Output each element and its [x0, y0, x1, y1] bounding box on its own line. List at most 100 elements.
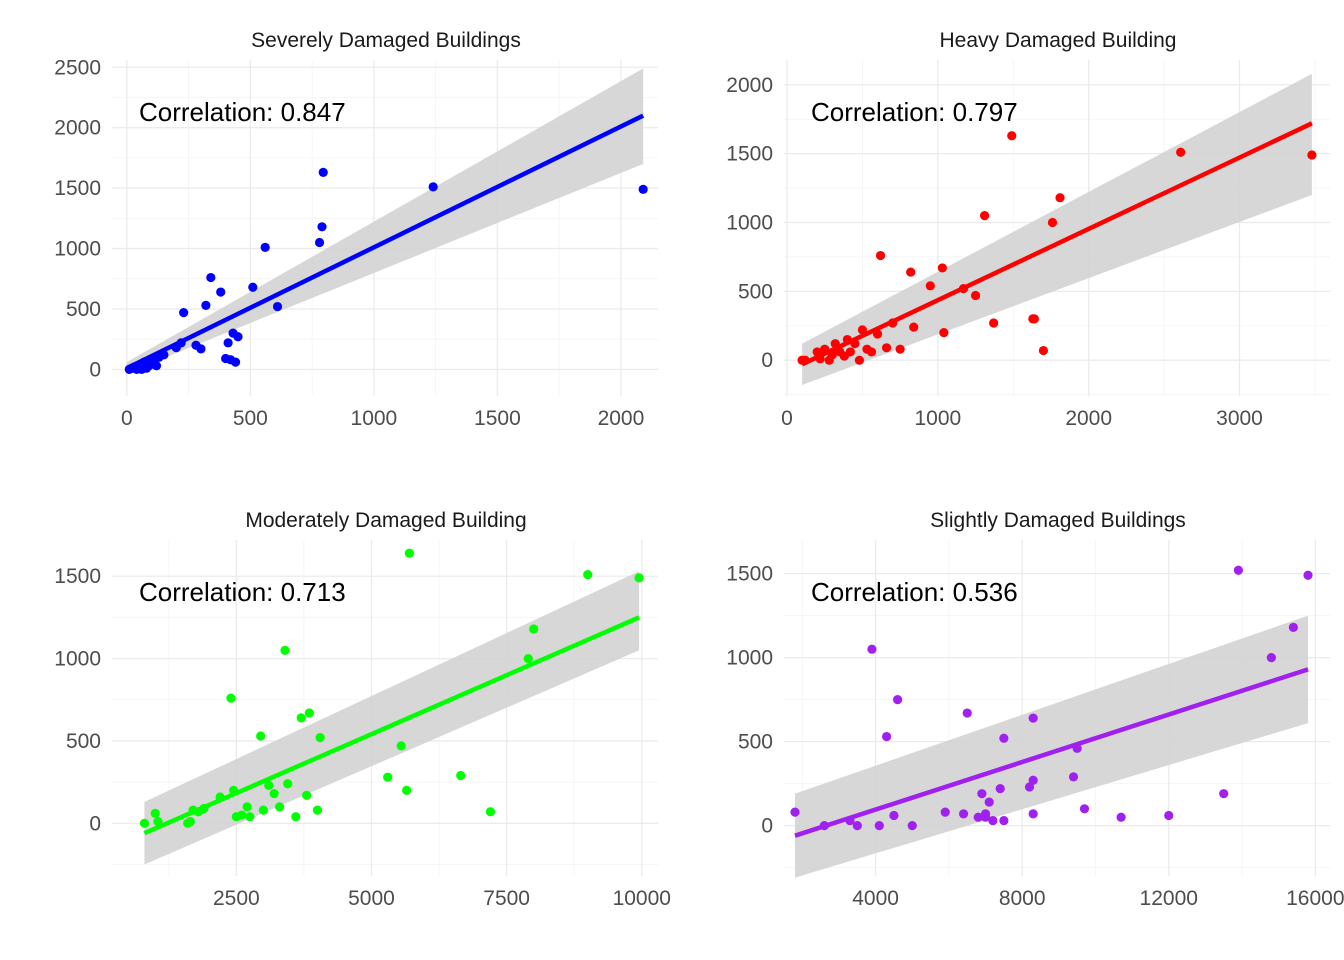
data-point	[291, 812, 301, 822]
data-point	[980, 211, 990, 221]
x-tick-label: 2000	[598, 407, 645, 430]
data-point	[383, 772, 393, 782]
data-point	[875, 250, 886, 261]
data-point	[223, 338, 233, 348]
x-tick-label: 0	[121, 407, 133, 430]
x-tick-label: 1500	[474, 407, 521, 430]
confidence-band	[144, 571, 640, 865]
regression-line	[801, 121, 1313, 367]
data-point	[318, 167, 328, 178]
data-point	[999, 815, 1009, 826]
data-point	[151, 361, 162, 371]
data-point	[866, 347, 877, 357]
data-point	[206, 272, 216, 283]
data-point	[258, 805, 268, 815]
data-point	[895, 344, 905, 354]
data-point	[248, 282, 258, 292]
data-point	[317, 222, 327, 232]
y-tick-label: 2000	[54, 117, 101, 140]
data-point	[396, 741, 406, 751]
data-point	[995, 784, 1005, 794]
x-tick-label: 12000	[1140, 887, 1198, 910]
data-point	[999, 733, 1009, 743]
x-tick-label: 16000	[1286, 887, 1344, 910]
y-tick-label: 2000	[726, 74, 773, 97]
x-tick-label: 7500	[483, 887, 530, 910]
data-point	[854, 355, 865, 365]
data-point	[989, 318, 999, 328]
data-point	[314, 237, 325, 248]
x-tick-label: 4000	[852, 887, 899, 910]
panel-moderately-damaged: Moderately Damaged Building 2500 5000 7500…	[54, 509, 671, 910]
data-point	[485, 807, 496, 817]
y-tick-label: 1500	[54, 177, 101, 200]
data-point	[226, 693, 236, 703]
data-point	[973, 812, 983, 822]
data-point	[139, 818, 150, 828]
correlation-annotation: Correlation: 0.536	[811, 577, 1018, 607]
data-point	[272, 301, 283, 312]
y-tick-label: 1000	[54, 648, 101, 671]
data-point	[939, 328, 949, 338]
x-tick-label: 0	[781, 407, 793, 430]
data-point	[302, 790, 312, 800]
data-point	[296, 713, 306, 723]
data-point	[280, 645, 290, 655]
correlation-annotation: Correlation: 0.847	[139, 97, 346, 127]
data-point	[260, 242, 270, 252]
data-point	[583, 569, 593, 580]
data-point	[977, 789, 987, 799]
data-point	[970, 290, 981, 301]
regression-line	[125, 113, 645, 371]
confidence-band	[794, 615, 1309, 878]
data-point	[790, 807, 800, 817]
data-point	[889, 810, 899, 821]
data-point	[245, 812, 255, 822]
data-point	[1028, 713, 1038, 723]
data-point	[984, 797, 994, 807]
y-tick-label: 500	[738, 731, 773, 754]
data-point	[1164, 810, 1174, 821]
data-point	[1055, 193, 1065, 203]
data-point	[529, 624, 539, 634]
data-point	[283, 779, 293, 789]
data-point	[882, 731, 892, 742]
data-point	[216, 287, 226, 297]
panel-title: Moderately Damaged Building	[245, 509, 526, 532]
x-tick-label: 10000	[613, 887, 671, 910]
panel-heavy-damaged: Heavy Damaged Building 0 1000 2000 3000 0 500…	[726, 29, 1330, 430]
x-tick-label: 8000	[999, 887, 1046, 910]
y-tick-label: 2500	[54, 56, 101, 79]
data-point	[1219, 789, 1229, 799]
correlation-annotation: Correlation: 0.797	[811, 97, 1018, 127]
data-point	[874, 821, 884, 831]
data-point	[150, 808, 160, 819]
data-point	[404, 548, 414, 558]
data-point	[264, 780, 274, 791]
data-point	[980, 812, 991, 822]
y-tick-label: 0	[89, 358, 101, 381]
x-tick-label: 1000	[351, 407, 398, 430]
y-tick-label: 1500	[726, 563, 773, 586]
data-point	[304, 708, 314, 718]
y-tick-label: 500	[66, 730, 101, 753]
regression-line	[794, 667, 1309, 838]
data-point	[1233, 565, 1243, 575]
y-tick-label: 1000	[726, 211, 773, 234]
data-point	[237, 810, 247, 820]
data-point	[937, 263, 947, 273]
data-point	[1047, 217, 1058, 228]
data-point	[1068, 772, 1079, 782]
data-point	[1288, 622, 1298, 632]
data-point	[1116, 812, 1126, 822]
panel-title: Heavy Damaged Building	[940, 29, 1177, 52]
data-point	[269, 789, 279, 799]
data-point	[907, 821, 917, 831]
data-point	[1007, 131, 1017, 141]
data-point	[428, 182, 438, 192]
data-point	[881, 343, 892, 353]
data-point	[906, 267, 916, 277]
y-tick-label: 1000	[726, 647, 773, 670]
data-point	[1024, 782, 1035, 792]
data-point	[1029, 314, 1039, 324]
